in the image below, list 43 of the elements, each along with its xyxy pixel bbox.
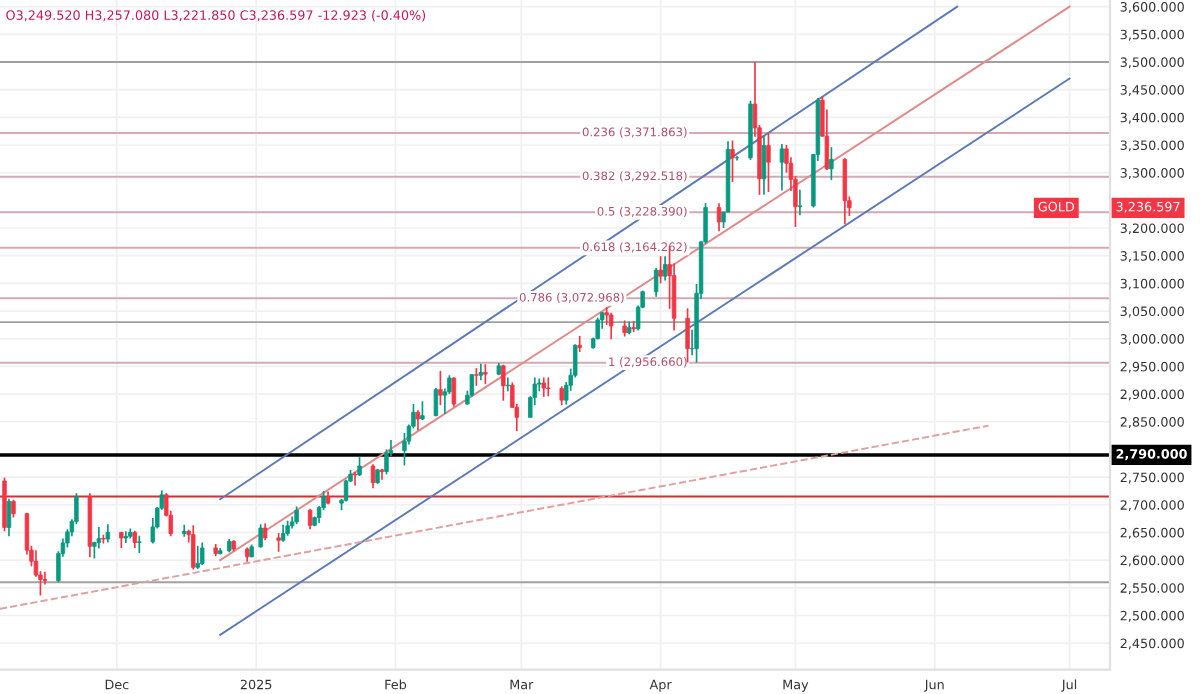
- candlestick: [469, 373, 475, 398]
- candlestick: [200, 541, 205, 566]
- candlestick: [658, 255, 663, 285]
- candlestick: [276, 532, 281, 553]
- candlestick: [123, 530, 129, 544]
- candlestick: [653, 267, 659, 298]
- candlestick: [357, 456, 362, 477]
- candlestick: [415, 409, 421, 432]
- candlestick: [716, 202, 722, 233]
- candlestick: [182, 523, 187, 538]
- candlestick: [137, 534, 142, 554]
- candlestick: [546, 376, 551, 398]
- candlestick: [541, 376, 546, 398]
- candlestick: [96, 526, 102, 550]
- candlestick: [685, 307, 690, 364]
- candlestick: [105, 523, 111, 544]
- candlestick: [842, 157, 848, 225]
- candlestick: [2, 476, 7, 533]
- candlestick: [501, 363, 506, 402]
- candlestick: [797, 189, 803, 217]
- candlestick: [761, 134, 767, 196]
- candlestick: [433, 387, 439, 418]
- candlestick: [483, 363, 488, 385]
- candlestick: [307, 507, 313, 530]
- candlestick: [577, 335, 582, 353]
- candlestick: [402, 431, 407, 467]
- candlestick: [352, 471, 358, 487]
- candlestick: [384, 448, 389, 476]
- candlestick: [438, 369, 443, 406]
- candlestick: [829, 146, 834, 181]
- candlestick: [730, 139, 735, 183]
- candlestick: [6, 497, 12, 538]
- candlestick: [559, 385, 564, 406]
- candlestick: [824, 108, 830, 171]
- candlestick: [505, 376, 511, 393]
- candlestick: [191, 524, 196, 571]
- candlestick: [195, 544, 200, 570]
- candlestick: [779, 143, 785, 192]
- candlestick: [608, 311, 614, 341]
- candlestick: [766, 132, 771, 193]
- candlestick: [451, 376, 457, 408]
- candlestick: [370, 463, 376, 490]
- candlestick: [662, 255, 668, 282]
